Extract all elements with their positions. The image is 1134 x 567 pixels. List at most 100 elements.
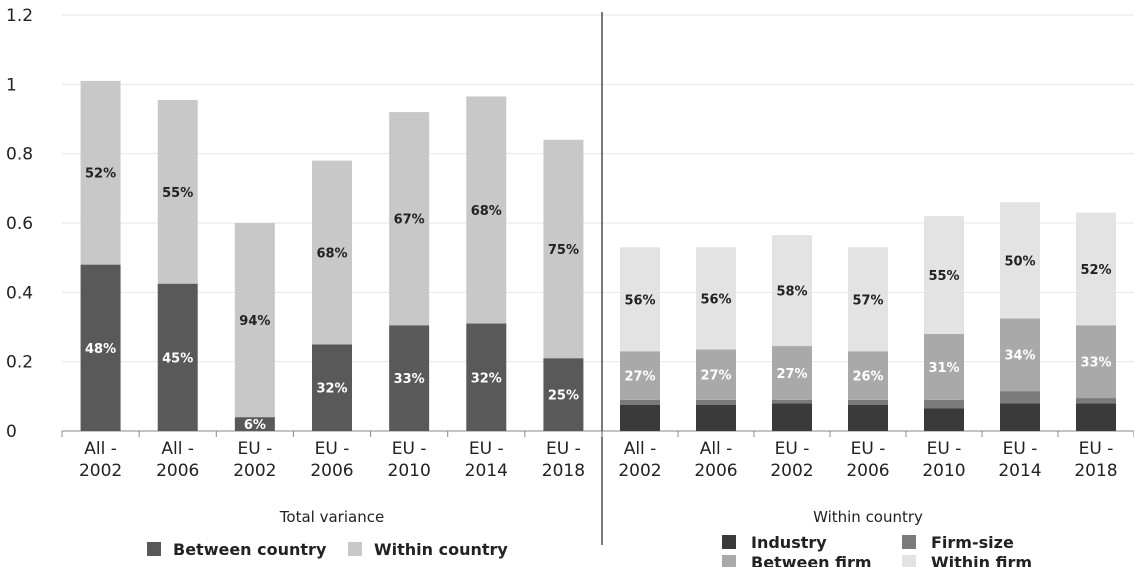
x-tick-label-line: 2002 <box>770 461 813 481</box>
bars <box>80 80 1116 431</box>
y-tick-label: 1.2 <box>6 6 33 26</box>
x-tick-label-line: EU - <box>469 439 504 459</box>
bar-segment <box>312 160 352 345</box>
bar-value-label: 27% <box>776 367 807 382</box>
bar-value-label: 57% <box>852 293 883 308</box>
x-tick-label: EU -2018 <box>542 439 585 481</box>
x-tick-label-line: 2018 <box>542 461 585 481</box>
bar-segment <box>1000 403 1040 431</box>
bar-segment <box>1076 325 1116 399</box>
x-tick-label-line: EU - <box>851 439 886 459</box>
legend-label: Firm-size <box>931 533 1014 552</box>
bar-value-label: 45% <box>162 351 193 366</box>
bar-segment <box>1076 212 1116 326</box>
bar-value-label: 32% <box>471 371 502 386</box>
x-tick-label-line: EU - <box>392 439 427 459</box>
bar-value-label: 52% <box>85 167 116 182</box>
bar-value-label: 27% <box>700 369 731 384</box>
bar-segment <box>157 99 198 284</box>
bar-segment <box>234 417 275 431</box>
bar-segment <box>312 344 352 431</box>
bar-segment <box>696 349 736 400</box>
x-tick-label: EU -2002 <box>233 439 276 481</box>
legend-label: Between firm <box>751 553 872 567</box>
bar-value-label: 55% <box>928 269 959 284</box>
bar-value-label: 31% <box>928 361 959 376</box>
x-tick-label-line: All - <box>161 439 194 459</box>
bar-value-label: 48% <box>85 342 116 357</box>
bar-value-label: 33% <box>1080 356 1111 371</box>
bar-value-label: 58% <box>776 285 807 300</box>
bar-segment <box>620 351 660 400</box>
x-tick-label-line: 2018 <box>1074 461 1117 481</box>
bar-segment <box>772 403 812 431</box>
bar-segment <box>620 399 660 405</box>
y-tick-label: 0.2 <box>6 353 33 373</box>
x-tick-label: EU -2010 <box>388 439 431 481</box>
y-tick-label: 0.4 <box>6 283 33 303</box>
y-tick-label: 0.8 <box>6 145 33 165</box>
bar-segment <box>696 405 736 431</box>
x-tick-label-line: 2002 <box>618 461 661 481</box>
bar-segment <box>1076 403 1116 431</box>
legend-label: Between country <box>173 540 327 559</box>
x-tick-label-line: All - <box>700 439 733 459</box>
bar-segment <box>389 112 430 326</box>
bar-value-label: 33% <box>394 372 425 387</box>
legend-swatch <box>348 542 362 556</box>
bar-segment <box>1000 202 1040 319</box>
legend-label: Within firm <box>931 553 1032 567</box>
bar-segment <box>924 333 964 400</box>
y-tick-label: 0.6 <box>6 214 33 234</box>
bar-segment <box>620 247 660 352</box>
legend-swatch <box>902 535 916 549</box>
bar-value-label: 6% <box>244 418 266 433</box>
bar-value-label: 26% <box>852 370 883 385</box>
bar-value-label: 68% <box>316 246 347 261</box>
legend-label: Industry <box>751 533 827 552</box>
x-tick-label-line: EU - <box>546 439 581 459</box>
bar-value-label: 27% <box>624 370 655 385</box>
bar-segment <box>772 235 812 347</box>
bar-segment <box>772 346 812 400</box>
bar-segment <box>696 247 736 350</box>
bar-segment <box>848 247 888 352</box>
x-tick-label: EU -2010 <box>922 439 965 481</box>
legend-swatch <box>722 555 736 567</box>
x-tick-label-line: 2010 <box>388 461 431 481</box>
x-tick-label: EU -2006 <box>846 439 889 481</box>
y-tick-label: 0 <box>6 422 17 442</box>
x-tick-label: All -2006 <box>156 439 199 481</box>
bar-value-label: 94% <box>239 314 270 329</box>
x-tick-label-line: All - <box>84 439 117 459</box>
x-tick-label-line: 2014 <box>998 461 1041 481</box>
x-tick-label-line: 2002 <box>233 461 276 481</box>
x-tick-label-line: 2006 <box>694 461 737 481</box>
bar-segment <box>924 408 964 431</box>
bar-segment <box>80 264 121 431</box>
bar-value-label: 55% <box>162 186 193 201</box>
bar-segment <box>466 96 507 324</box>
x-tick-label-line: EU - <box>775 439 810 459</box>
x-tick-label: EU -2018 <box>1074 439 1117 481</box>
x-tick-label-line: EU - <box>315 439 350 459</box>
gridlines <box>62 14 1134 363</box>
bar-segment <box>924 216 964 334</box>
x-tick-label-line: 2006 <box>310 461 353 481</box>
x-tick-label-line: EU - <box>237 439 272 459</box>
bar-segment <box>543 358 584 431</box>
bar-segment <box>466 323 507 431</box>
bar-segment <box>924 399 964 409</box>
x-tick-label-line: 2002 <box>79 461 122 481</box>
x-tick-label: EU -2006 <box>310 439 353 481</box>
bar-value-label: 68% <box>471 204 502 219</box>
x-tick-label-line: EU - <box>1079 439 1114 459</box>
x-tick-label-line: All - <box>624 439 657 459</box>
group-label: Total variance <box>279 508 384 526</box>
x-tick-label: EU -2002 <box>770 439 813 481</box>
bar-value-label: 52% <box>1080 263 1111 278</box>
bar-value-label: 34% <box>1004 349 1035 364</box>
x-tick-label-line: EU - <box>927 439 962 459</box>
bar-segment <box>1000 391 1040 404</box>
